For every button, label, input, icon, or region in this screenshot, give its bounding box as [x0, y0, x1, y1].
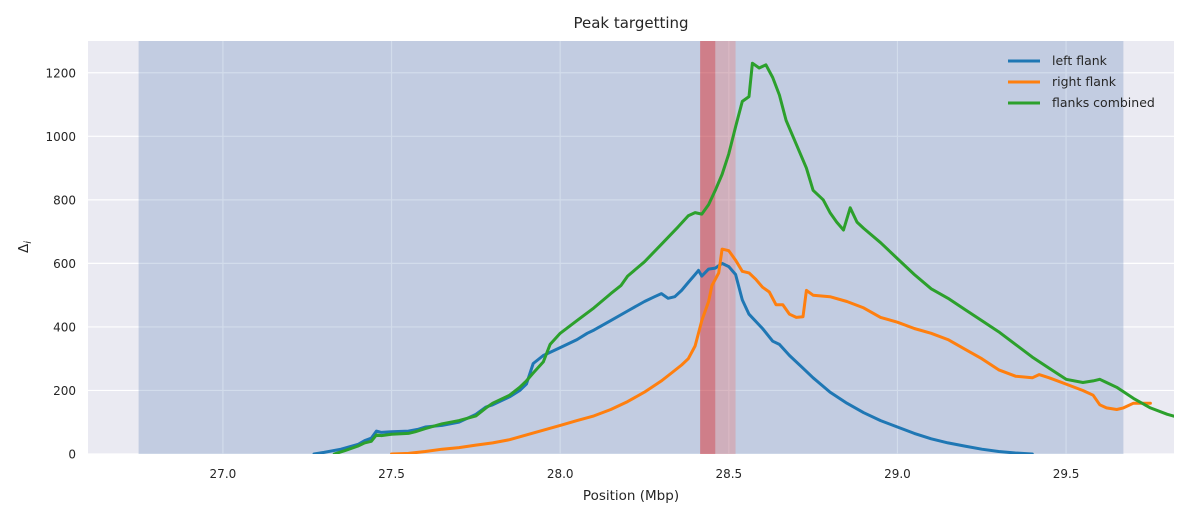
grid-lines [88, 41, 1174, 455]
x-tick-label-28-5: 28.5 [715, 467, 742, 481]
legend-label-flanks-combined: flanks combined [1052, 95, 1155, 110]
x-tick-label-27-0: 27.0 [210, 467, 237, 481]
y-tick-label-1000: 1000 [45, 130, 76, 144]
y-axis-label-subscript: i [23, 241, 34, 244]
y-tick-label-200: 200 [53, 384, 76, 398]
x-axis-label: Position (Mbp) [583, 488, 679, 504]
shaded-region-2 [700, 41, 716, 454]
shaded-region-1 [138, 41, 1124, 454]
series-line-flanks-combined [332, 61, 1174, 454]
x-tick-label-29-0: 29.0 [884, 467, 911, 481]
y-axis-label: Δi [16, 241, 34, 253]
y-tick-label-400: 400 [53, 320, 76, 334]
y-tick-label-600: 600 [53, 257, 76, 271]
shaded-region-3 [715, 41, 736, 454]
y-tick-labels: 0 200 400 600 800 1000 1200 [45, 66, 76, 461]
y-axis-label-main: Δ [16, 243, 32, 253]
y-tick-label-0: 0 [68, 448, 76, 462]
x-tick-label-27-5: 27.5 [378, 467, 405, 481]
y-tick-label-1200: 1200 [45, 66, 76, 80]
x-tick-label-29-5: 29.5 [1053, 467, 1080, 481]
x-tick-labels: 27.0 27.5 28.0 28.5 29.0 29.5 [210, 467, 1080, 481]
legend: left flank right flank flanks combined [1008, 53, 1155, 110]
series-lines [312, 61, 1174, 454]
legend-label-right-flank: right flank [1052, 74, 1117, 89]
x-tick-label-28-0: 28.0 [547, 467, 574, 481]
chart-title: Peak targetting [573, 14, 688, 32]
y-tick-label-800: 800 [53, 193, 76, 207]
legend-label-left-flank: left flank [1052, 53, 1108, 68]
series-line-right-flank [390, 247, 1152, 454]
plot-background [88, 41, 1174, 454]
shaded-regions [138, 41, 1124, 454]
